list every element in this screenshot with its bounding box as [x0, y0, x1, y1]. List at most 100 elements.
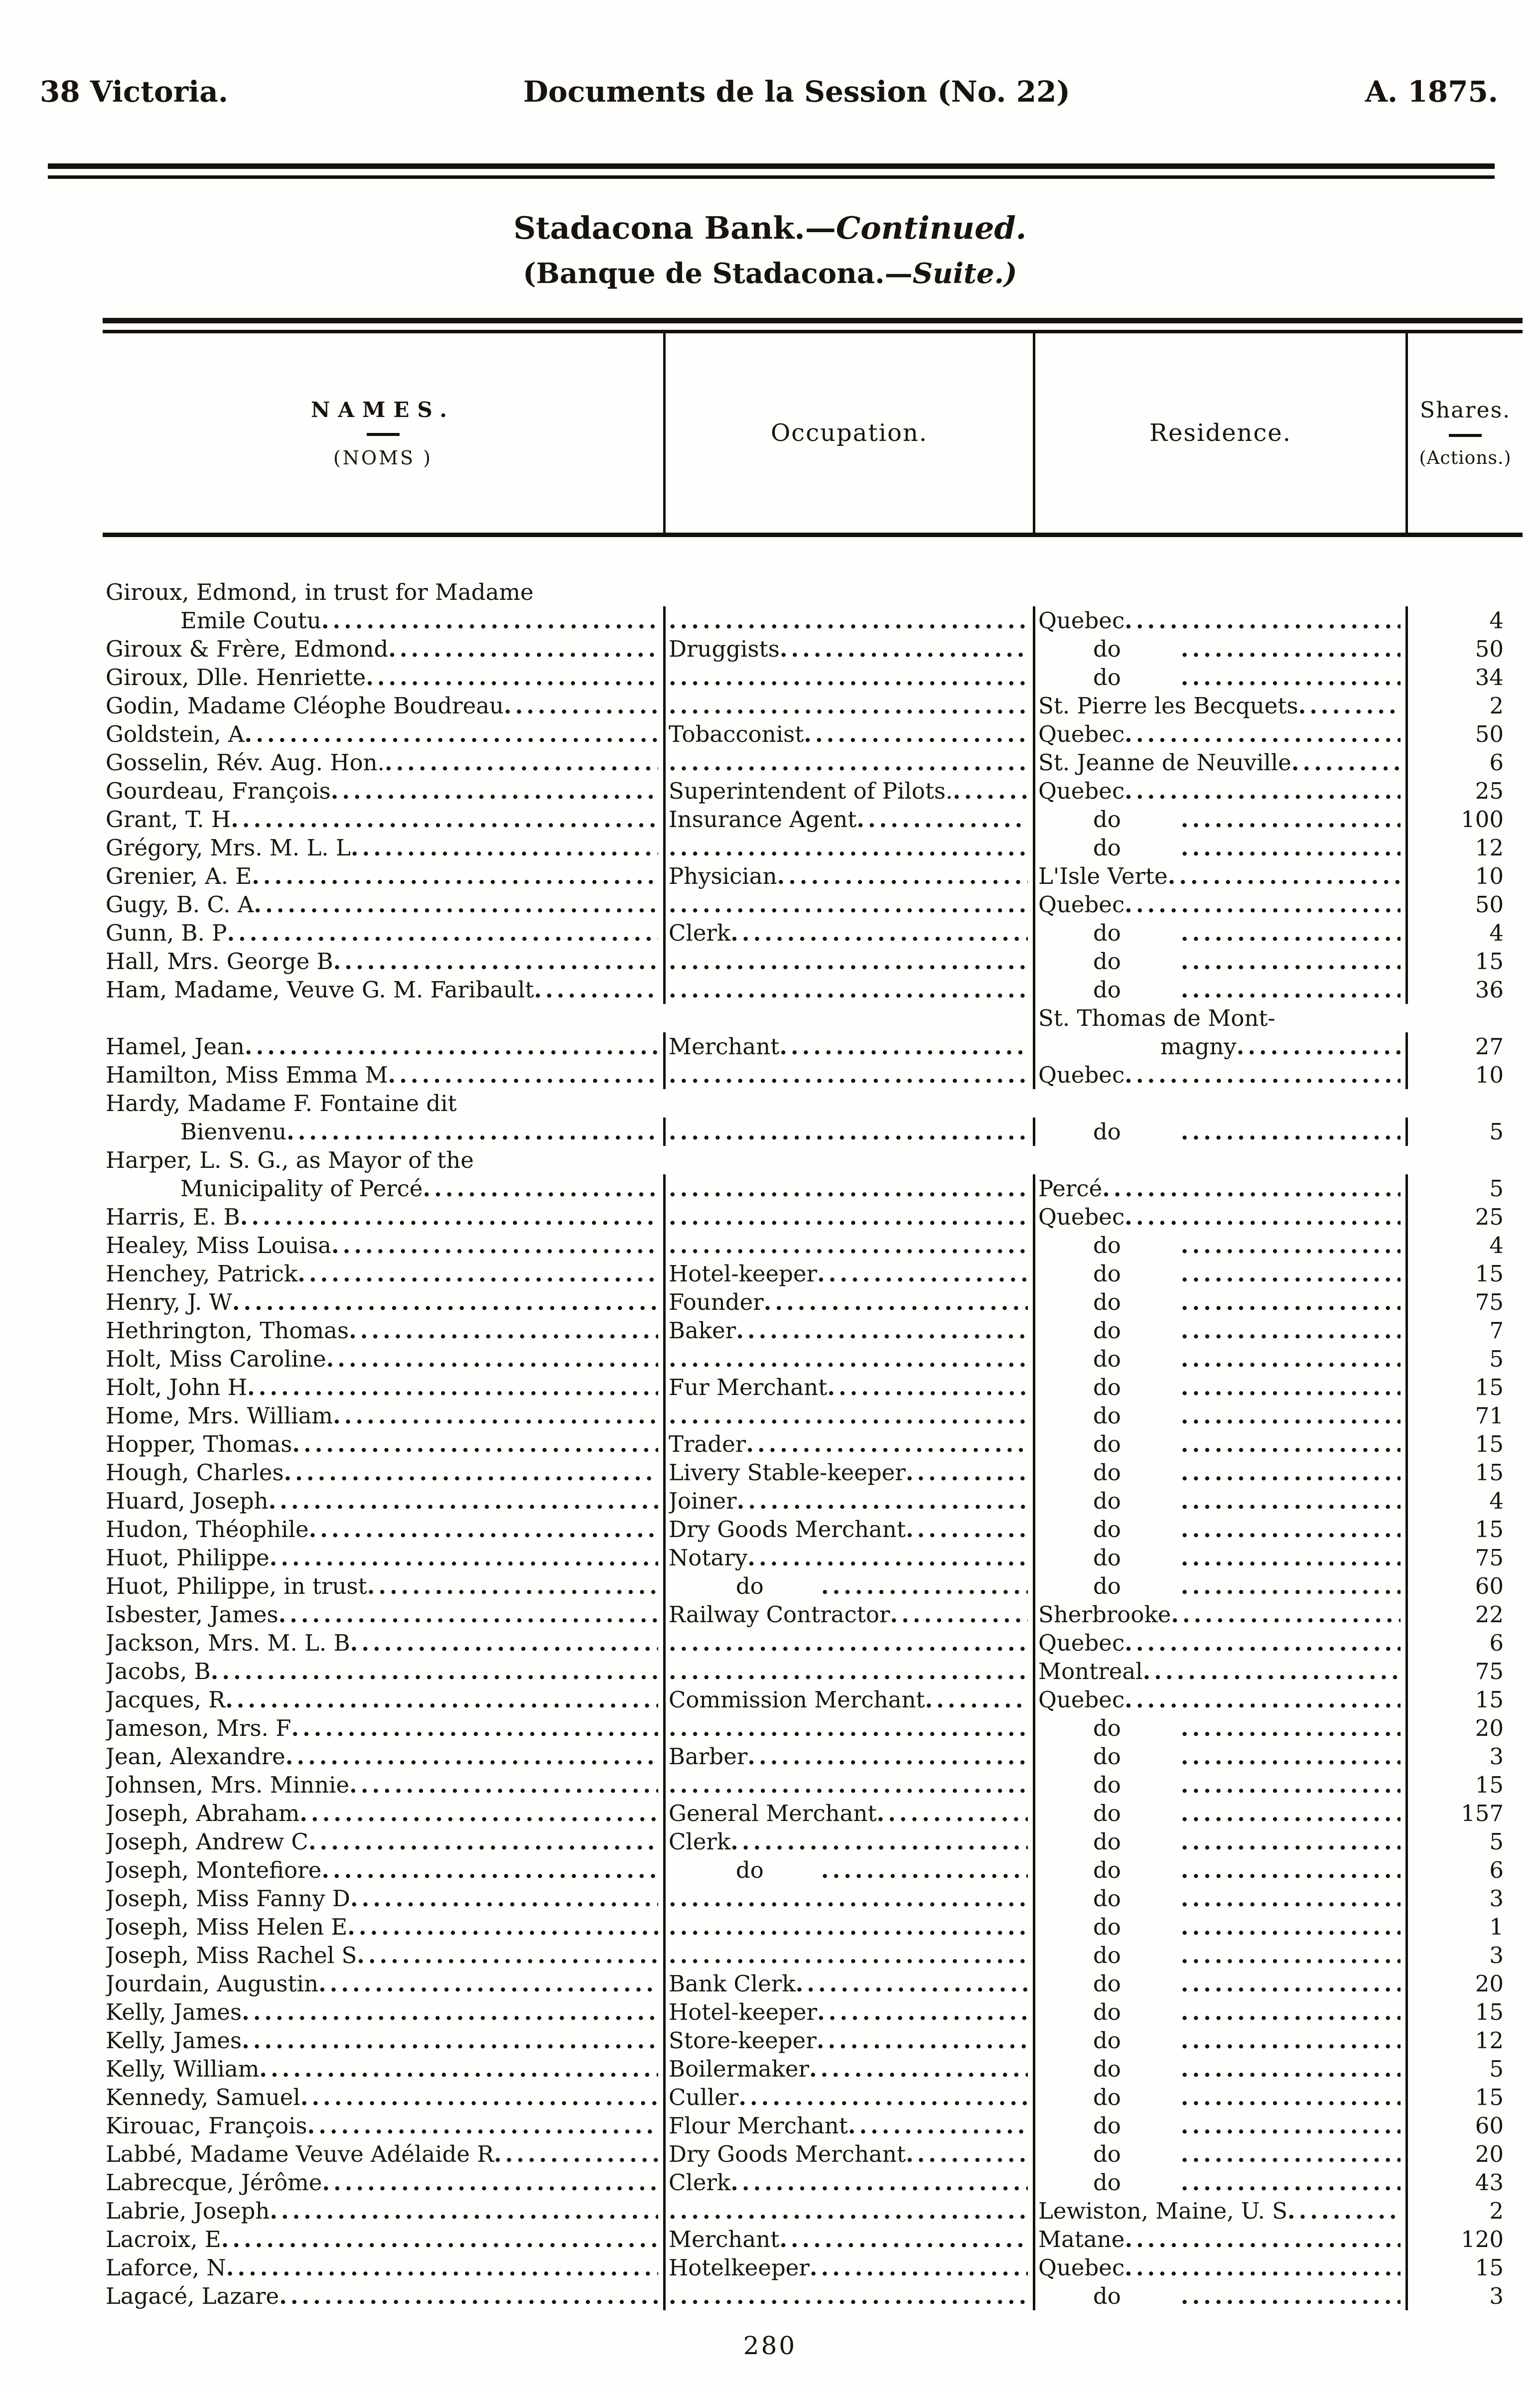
shares-cell: 60 [1405, 1572, 1523, 1600]
dot-leader [1181, 1742, 1400, 1771]
table-row: Hudon, Théophile Dry Goods Merchant do 15 [103, 1515, 1523, 1544]
table-row: Holt, John H Fur Merchant do 15 [103, 1373, 1523, 1402]
table-row: Giroux, Dlle. Henriette do 34 [103, 663, 1523, 692]
dot-leader [1181, 2055, 1400, 2083]
dot-leader [1181, 1941, 1400, 1969]
shares-cell: 4 [1405, 1231, 1523, 1260]
dot-leader [1181, 1316, 1400, 1345]
dot-leader [738, 2083, 1028, 2111]
dot-leader [299, 1799, 658, 1827]
occupation-cell: Superintendent of Pilots. [663, 777, 1033, 805]
residence-cell: Quebec [1033, 777, 1405, 805]
table-row: Grant, T. H Insurance Agent do 100 [103, 805, 1523, 834]
shares-value: 5 [1489, 1175, 1504, 1202]
title-english-continued: Continued. [836, 210, 1027, 246]
name-cell: Henchey, Patrick [103, 1260, 663, 1288]
residence-text: do [1093, 2056, 1121, 2082]
occupation-cell [663, 606, 1033, 635]
occupation-text: Hotel-keeper [669, 1999, 818, 2025]
name-cell: Gunn, B. P [103, 919, 663, 947]
dot-leader [1168, 862, 1400, 890]
dot-leader [1181, 1884, 1400, 1913]
dot-leader [242, 1998, 658, 2026]
residence-cell: do [1033, 2083, 1405, 2111]
shares-cell: 15 [1405, 1686, 1523, 1714]
dot-leader [292, 1430, 658, 1458]
residence-cell: do [1033, 1231, 1405, 1260]
table-row: Ham, Madame, Veuve G. M. Faribault do 36 [103, 976, 1523, 1004]
name-cell: Harper, L. S. G., as Mayor of the Municip… [103, 1146, 663, 1203]
dot-leader [285, 1742, 658, 1771]
table-row: Jacobs, B Montreal 75 [103, 1657, 1523, 1686]
residence-text: do [1093, 1857, 1121, 1883]
occupation-cell [663, 663, 1033, 692]
dot-leader [1181, 1231, 1400, 1260]
dot-leader [669, 663, 1028, 692]
shares-value: 15 [1475, 1261, 1504, 1287]
names-header-label: NAMES. [311, 397, 455, 422]
dot-leader [388, 1061, 658, 1089]
dot-leader [232, 1288, 658, 1316]
residence-text: do [1093, 2027, 1121, 2054]
name-cell: Harris, E. B [103, 1203, 663, 1231]
shares-value: 2 [1489, 2198, 1504, 2224]
dot-leader [259, 2055, 658, 2083]
residence-cell: Percé [1033, 1174, 1405, 1203]
name-text: Jackson, Mrs. M. L. B [106, 1630, 350, 1656]
occupation-text: Hotelkeeper [669, 2254, 810, 2281]
table-row: Giroux & Frère, Edmond Druggists do 50 [103, 635, 1523, 663]
residence-text: do [1093, 1289, 1121, 1315]
name-cell: Gugy, B. C. A [103, 890, 663, 919]
residence-text: do [1093, 2169, 1121, 2196]
residence-cell: Quebec [1033, 1061, 1405, 1089]
dot-leader [1124, 720, 1400, 748]
name-cell: Johnsen, Mrs. Minnie [103, 1771, 663, 1799]
table-row: Giroux, Edmond, in trust for Madame Emile… [103, 578, 1523, 635]
shares-cell: 5 [1405, 2055, 1523, 2083]
name-text: Kennedy, Samuel [106, 2084, 300, 2110]
table-row: Huot, Philippe, in trust do do 60 [103, 1572, 1523, 1600]
dot-leader [1124, 1629, 1400, 1657]
dot-leader [331, 1231, 658, 1260]
shares-cell: 75 [1405, 1288, 1523, 1316]
name-text: Henchey, Patrick [106, 1261, 298, 1287]
dot-leader [1171, 1600, 1400, 1629]
table-row: Jacques, R Commission Merchant Quebec 15 [103, 1686, 1523, 1714]
shares-cell: 34 [1405, 663, 1523, 692]
table-row: Joseph, Miss Rachel S do 3 [103, 1941, 1523, 1969]
occupation-text: Boilermaker [669, 2056, 809, 2082]
residence-cell: do [1033, 1316, 1405, 1345]
name-text: Hardy, Madame F. Fontaine dit [106, 1090, 457, 1117]
occupation-cell: Merchant [663, 2225, 1033, 2253]
masthead-left: 38 Victoria. [40, 75, 229, 109]
shares-value: 4 [1489, 920, 1504, 946]
name-text: Gunn, B. P [106, 920, 227, 946]
name-cell: Labbé, Madame Veuve Adélaide R [103, 2140, 663, 2168]
occupation-text: Store-keeper [669, 2027, 817, 2054]
name-cell: Jackson, Mrs. M. L. B [103, 1629, 663, 1657]
name-text: Holt, Miss Caroline [106, 1346, 326, 1372]
name-cell: Huard, Joseph [103, 1487, 663, 1515]
dot-leader [366, 663, 658, 692]
dot-leader [1181, 1118, 1400, 1146]
dot-leader [669, 1771, 1028, 1799]
shares-value: 15 [1475, 1516, 1504, 1543]
occupation-cell: Clerk [663, 1827, 1033, 1856]
occupation-text: Trader [669, 1431, 746, 1457]
dot-leader [1181, 2026, 1400, 2055]
dot-leader [669, 890, 1028, 919]
shares-header-label: Shares. [1419, 398, 1511, 423]
dot-leader [321, 606, 658, 635]
residence-cell: do [1033, 2140, 1405, 2168]
residence-text: do [1093, 835, 1121, 861]
shares-cell: 4 [1405, 606, 1523, 635]
name-text: Hethrington, Thomas [106, 1317, 349, 1344]
shares-value: 15 [1475, 1686, 1504, 1713]
dot-leader [1291, 748, 1400, 777]
shares-cell: 15 [1405, 2083, 1523, 2111]
name-cell: Joseph, Miss Helen E [103, 1913, 663, 1941]
dot-leader [347, 1913, 658, 1941]
shares-value: 20 [1475, 1715, 1504, 1741]
name-text: Labrie, Joseph [106, 2198, 270, 2224]
shares-cell: 75 [1405, 1657, 1523, 1686]
